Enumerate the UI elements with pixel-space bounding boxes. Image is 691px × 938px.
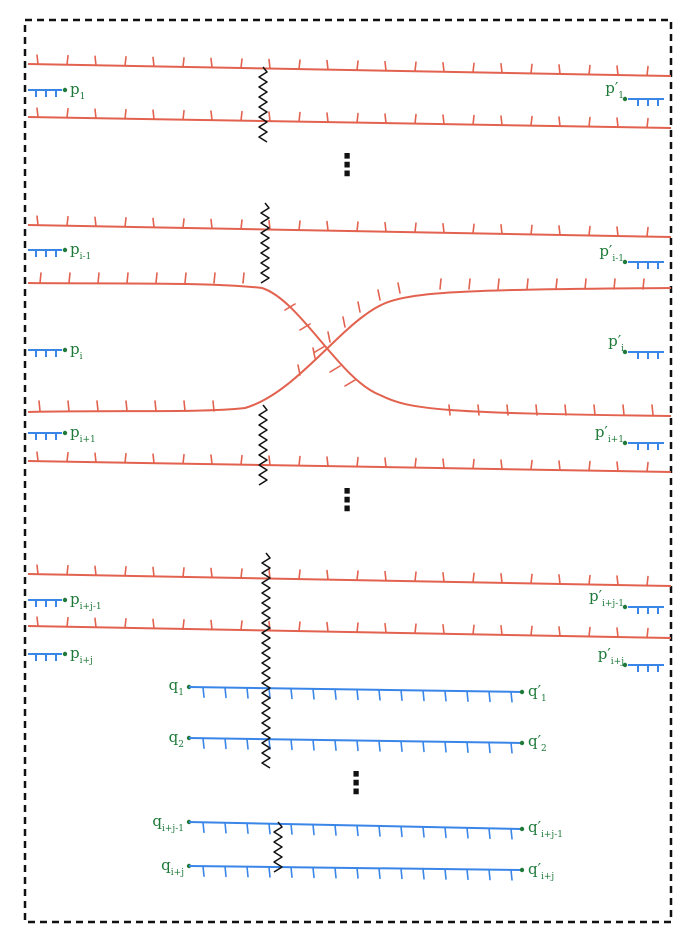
cut-squiggle (258, 404, 268, 486)
strand-line (27, 460, 672, 473)
stub-right (628, 261, 664, 269)
arc-ticks (202, 686, 513, 703)
arc-dot (519, 689, 525, 695)
stub-right (628, 442, 664, 450)
stub-dot (622, 662, 628, 668)
vertical-ellipsis: ⋮ (341, 766, 371, 801)
stub-dot (62, 347, 68, 353)
strand-ticks (36, 215, 649, 238)
label-p: p1 (70, 80, 85, 102)
stub-dot (622, 96, 628, 102)
strand-ticks (36, 616, 649, 639)
stub-dot (622, 440, 628, 446)
vertical-ellipsis: ⋮ (332, 148, 362, 183)
label-q-prime: q′i+j (528, 860, 554, 882)
vertical-ellipsis: ⋮ (332, 483, 362, 518)
label-q: q1 (169, 676, 184, 698)
cut-squiggle (258, 66, 268, 143)
strand-ticks (36, 451, 649, 473)
arc-line (188, 821, 523, 830)
stub-right (628, 351, 664, 359)
stub-right (628, 98, 664, 106)
label-p-prime: p′i+1 (595, 423, 624, 445)
stub-right (628, 664, 664, 672)
stub-dot (62, 430, 68, 436)
stub-dot (622, 259, 628, 265)
stub-right (628, 606, 664, 614)
label-p: pi+j-1 (70, 590, 102, 612)
cut-squiggles (258, 66, 283, 873)
arc-dot (519, 867, 525, 873)
stub-left (28, 599, 62, 607)
label-p: pi-1 (70, 240, 91, 262)
arc-ticks (202, 737, 513, 754)
stub-left (28, 249, 62, 257)
endpoint-labels: p1 pi-1 pi pi+1 pi+j-1 pi+j p′1 p′i-1 p′i p′i+1 p′… (70, 79, 624, 882)
label-q-prime: q′1 (528, 682, 547, 704)
arc-ticks (202, 821, 513, 840)
red-strands (27, 54, 672, 639)
stub-dot (62, 597, 68, 603)
label-p-prime: p′i-1 (599, 242, 624, 264)
strand-line (27, 573, 672, 587)
stub-left (28, 89, 62, 97)
stub-dot (62, 87, 68, 93)
label-p-prime: p′i+j (598, 645, 624, 667)
stub-dot (62, 247, 68, 253)
label-q: qi+j (161, 856, 184, 878)
stub-dot (622, 349, 628, 355)
label-p: pi (70, 340, 83, 362)
strand-line (27, 63, 672, 77)
label-q: qi+j-1 (152, 812, 184, 834)
arc-line (188, 865, 523, 871)
arc-dot (519, 740, 525, 746)
label-p: pi+1 (70, 423, 96, 445)
label-p-prime: p′1 (605, 79, 624, 101)
stub-dot (62, 651, 68, 657)
label-p: pi+j (70, 644, 93, 666)
label-q-prime: q′i+j-1 (528, 818, 563, 840)
ellipsis-marks: ⋮ ⋮ ⋮ (332, 148, 371, 801)
crossing-ticks (38, 272, 654, 416)
arc-dot (519, 826, 525, 832)
cut-squiggle (260, 202, 270, 284)
strand-ticks (36, 54, 649, 77)
strand-line (27, 116, 672, 129)
strand-line (27, 224, 672, 238)
blue-arcs (28, 87, 664, 881)
strand-ticks (36, 107, 649, 129)
label-q: q2 (169, 728, 184, 750)
stub-left (28, 432, 62, 440)
crossing-strand (27, 282, 672, 417)
stub-left (28, 349, 62, 357)
strand-line (27, 625, 672, 639)
arc-ticks (202, 865, 513, 881)
arc-line (188, 737, 523, 744)
label-q-prime: q′2 (528, 732, 547, 754)
cut-squiggle (261, 552, 271, 769)
label-p-prime: p′i+j-1 (589, 587, 624, 609)
crossing-strand (27, 287, 672, 413)
label-p-prime: p′i (608, 332, 624, 354)
stub-left (28, 653, 62, 661)
strand-ticks (36, 564, 649, 587)
cut-squiggle (273, 821, 283, 873)
arc-line (188, 686, 523, 693)
stub-dot (622, 604, 628, 610)
